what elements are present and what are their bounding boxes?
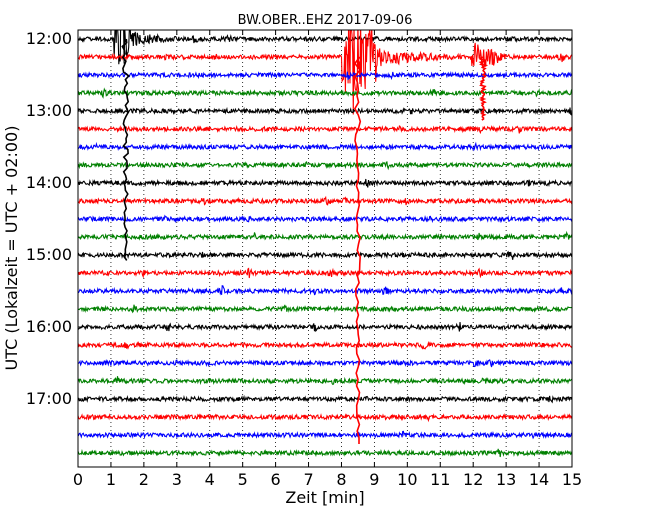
trace-1415 xyxy=(78,195,572,206)
y-tick-label: 16:00 xyxy=(26,317,72,336)
trace-1215 xyxy=(78,30,572,115)
y-tick-label: 13:00 xyxy=(26,101,72,120)
x-tick-label: 6 xyxy=(271,470,281,489)
trace-1330 xyxy=(78,141,572,152)
trace-1730 xyxy=(78,430,572,440)
x-tick-label: 2 xyxy=(139,470,149,489)
trace-1400 xyxy=(78,178,572,188)
event-a-spike xyxy=(121,38,131,261)
trace-1530 xyxy=(78,285,572,296)
x-tick-label: 8 xyxy=(336,470,346,489)
trace-1430 xyxy=(78,214,572,224)
trace-1445 xyxy=(78,230,572,241)
y-axis: 12:00 13:00 14:00 15:00 16:00 17:00 xyxy=(26,29,572,408)
event-b-spike xyxy=(353,56,362,444)
trace-1315 xyxy=(78,124,572,135)
plot-frame xyxy=(77,29,573,468)
grid-lines xyxy=(110,30,540,467)
trace-1245 xyxy=(78,87,572,99)
y-axis-label: UTC (Lokalzeit = UTC + 02:00) xyxy=(2,126,21,371)
x-axis: 0 1 2 3 4 5 6 7 8 9 10 11 12 13 14 15 xyxy=(73,30,582,489)
x-tick-label: 4 xyxy=(205,470,215,489)
trace-1230 xyxy=(78,70,572,81)
plot-area xyxy=(78,30,572,467)
x-tick-label: 7 xyxy=(303,470,313,489)
event-c-spike xyxy=(478,56,489,121)
trace-1300 xyxy=(78,106,572,116)
x-tick-label: 12 xyxy=(463,470,483,489)
trace-1645 xyxy=(78,376,572,386)
y-tick-label: 14:00 xyxy=(26,173,72,192)
trace-1200 xyxy=(78,30,572,65)
trace-1545 xyxy=(78,304,572,314)
trace-1615 xyxy=(78,340,572,350)
trace-1745 xyxy=(78,448,572,458)
x-tick-label: 11 xyxy=(430,470,450,489)
y-tick-label: 12:00 xyxy=(26,29,72,48)
x-tick-label: 10 xyxy=(397,470,417,489)
trace-1715 xyxy=(78,413,572,423)
trace-1600 xyxy=(78,322,572,333)
y-tick-label: 15:00 xyxy=(26,245,72,264)
trace-1515 xyxy=(78,267,572,279)
trace-1345 xyxy=(78,161,572,171)
trace-1700 xyxy=(78,394,572,404)
x-tick-label: 14 xyxy=(529,470,549,489)
x-tick-label: 9 xyxy=(369,470,379,489)
x-tick-label: 3 xyxy=(172,470,182,489)
trace-1500 xyxy=(78,250,572,260)
x-tick-label: 13 xyxy=(496,470,516,489)
x-tick-label: 1 xyxy=(106,470,116,489)
x-tick-label: 0 xyxy=(73,470,83,489)
x-axis-label: Zeit [min] xyxy=(285,488,364,507)
x-tick-label: 15 xyxy=(562,470,582,489)
x-tick-label: 5 xyxy=(238,470,248,489)
chart-title: BW.OBER..EHZ 2017-09-06 xyxy=(238,13,413,28)
seismogram-traces xyxy=(78,30,572,458)
y-tick-label: 17:00 xyxy=(26,389,72,408)
trace-1630 xyxy=(78,358,572,368)
